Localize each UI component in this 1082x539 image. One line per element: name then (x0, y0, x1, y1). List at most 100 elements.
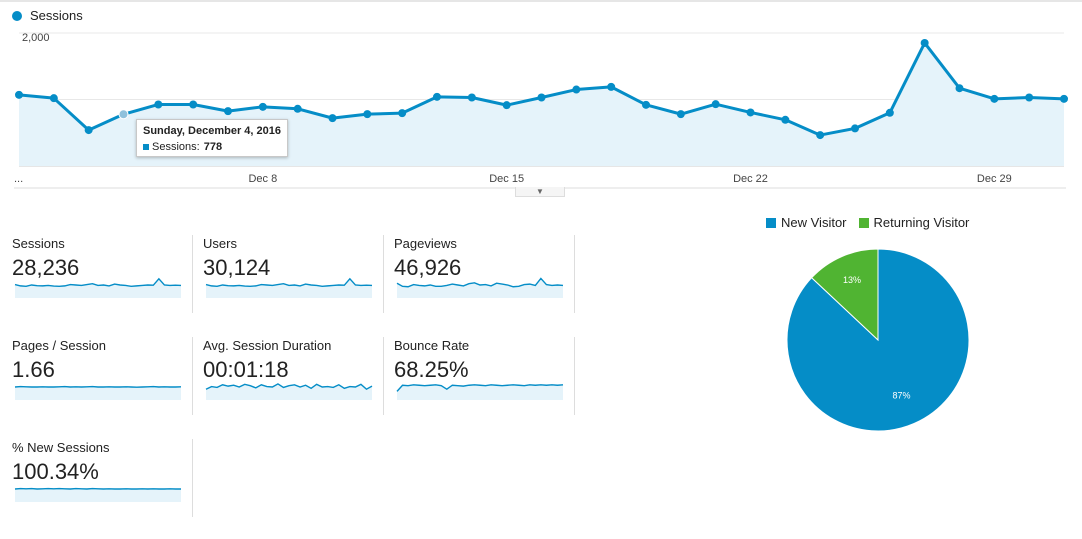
metric-label: Users (203, 236, 237, 251)
sparkline-line (14, 277, 182, 288)
metric-pages-per-session[interactable]: Pages / Session 1.66 (12, 332, 192, 412)
data-point (746, 108, 755, 117)
x-tick-label: ... (14, 173, 23, 185)
sparkline-area (397, 384, 563, 400)
sparkline-area (206, 278, 372, 298)
x-tick-label: Dec 22 (733, 173, 768, 185)
sessions-legend-label: Sessions (30, 8, 83, 23)
data-point (433, 92, 441, 101)
metric-value: 30,124 (203, 255, 271, 280)
data-point (328, 114, 337, 123)
data-point (224, 107, 232, 116)
metric-sparkline (14, 487, 181, 502)
tooltip-value: 778 (203, 141, 223, 153)
legend-swatch-new-visitor (766, 217, 776, 228)
sessions-legend-dot (12, 10, 22, 21)
metric-percent-new-sessions[interactable]: % New Sessions 100.34% (12, 434, 192, 514)
pie-slice-returning-visitor (810, 248, 879, 342)
chevron-down-icon: ▼ (536, 187, 544, 196)
metric-divider (192, 337, 193, 415)
metric-label: Pageviews (394, 236, 457, 251)
metric-users[interactable]: Users 30,124 (203, 230, 383, 310)
metric-value: 1.66 (12, 357, 55, 382)
data-point (955, 84, 964, 93)
metric-sparkline (14, 277, 182, 298)
metric-value: 100.34% (12, 459, 99, 484)
data-point (990, 94, 999, 103)
metric-label: Avg. Session Duration (203, 338, 332, 353)
data-point (502, 101, 511, 110)
metric-label: Bounce Rate (394, 338, 470, 353)
sessions-legend[interactable]: Sessions (12, 8, 83, 23)
metric-divider (383, 235, 384, 313)
sparkline-line (14, 385, 182, 388)
data-point (676, 110, 685, 119)
legend-swatch-returning-visitor (858, 217, 869, 228)
metric-sparkline (396, 277, 564, 298)
data-point (607, 82, 616, 91)
metric-sparkline (14, 385, 182, 400)
sparkline-line (205, 277, 373, 288)
sparkline-line (396, 277, 564, 288)
metric-label: Sessions (12, 236, 65, 251)
chart-collapse-toggle[interactable]: ▼ (515, 187, 565, 197)
metric-divider (574, 337, 575, 415)
data-point (885, 108, 894, 117)
tooltip-row: Sessions: 778 (143, 141, 281, 153)
data-point (1060, 94, 1068, 103)
visitor-type-pie-chart[interactable]: 87% 13% (784, 246, 974, 436)
data-point (189, 100, 198, 109)
metric-avg-session-duration[interactable]: Avg. Session Duration 00:01:18 (203, 332, 383, 412)
sparkline-area (397, 278, 563, 298)
pie-legend: New Visitor Returning Visitor (766, 215, 981, 230)
data-point (537, 93, 546, 102)
tooltip-title: Sunday, December 4, 2016 (143, 125, 281, 137)
metric-value: 00:01:18 (203, 357, 289, 382)
metric-sparkline (205, 277, 373, 298)
data-point (816, 131, 825, 140)
pie-slice-label: 13% (843, 275, 861, 285)
data-point (467, 93, 476, 102)
data-point (363, 110, 372, 119)
chart-tooltip: Sunday, December 4, 2016 Sessions: 778 (136, 119, 288, 157)
metric-divider (192, 439, 193, 517)
data-point (572, 85, 581, 94)
metric-label: Pages / Session (12, 338, 106, 353)
tooltip-series-label: Sessions: (152, 141, 200, 153)
data-point (84, 126, 93, 135)
metric-bounce-rate[interactable]: Bounce Rate 68.25% (394, 332, 574, 412)
metric-value: 46,926 (394, 255, 462, 280)
sparkline-area (15, 488, 181, 502)
data-point (398, 109, 407, 118)
data-point (642, 100, 650, 109)
top-border (0, 0, 1082, 2)
data-point (920, 38, 929, 47)
tooltip-series-swatch (143, 144, 149, 150)
x-tick-label: Dec 8 (248, 173, 277, 185)
metric-divider (574, 235, 575, 313)
metric-sessions[interactable]: Sessions 28,236 (12, 230, 192, 310)
data-point (1025, 93, 1034, 102)
legend-item-returning-visitor[interactable]: Returning Visitor (858, 215, 970, 230)
data-point (49, 94, 58, 103)
sparkline-area (15, 386, 181, 400)
data-point (154, 100, 163, 109)
data-point (851, 124, 859, 133)
data-point (781, 115, 790, 124)
x-tick-label: Dec 15 (489, 173, 524, 185)
sparkline-area (15, 278, 181, 298)
metric-label: % New Sessions (12, 440, 110, 455)
x-tick-label: Dec 29 (977, 173, 1012, 185)
legend-label: Returning Visitor (873, 215, 970, 230)
metric-sparkline (205, 383, 373, 400)
data-point (293, 104, 302, 113)
legend-item-new-visitor[interactable]: New Visitor (766, 215, 847, 230)
data-point (118, 109, 129, 120)
y-tick-label: 2,000 (22, 32, 50, 44)
metric-pageviews[interactable]: Pageviews 46,926 (394, 230, 574, 310)
metric-divider (383, 337, 384, 415)
sparkline-area (206, 383, 372, 400)
data-point (258, 102, 267, 111)
metric-value: 68.25% (394, 357, 469, 382)
